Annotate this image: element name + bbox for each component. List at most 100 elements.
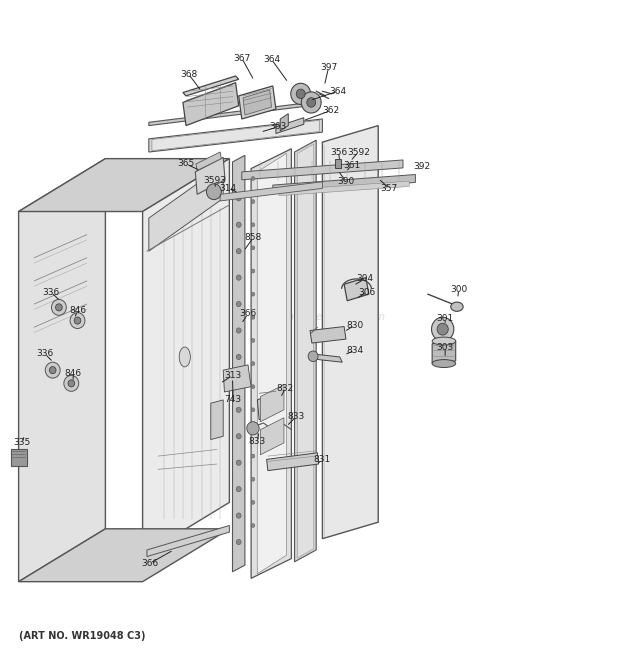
Polygon shape xyxy=(195,157,225,194)
Text: 364: 364 xyxy=(263,55,280,64)
Polygon shape xyxy=(257,391,280,420)
Circle shape xyxy=(236,354,241,360)
Circle shape xyxy=(251,408,255,412)
Circle shape xyxy=(251,200,255,204)
Circle shape xyxy=(236,434,241,439)
Polygon shape xyxy=(149,119,322,152)
Polygon shape xyxy=(149,165,223,251)
Circle shape xyxy=(236,486,241,492)
Text: eReplacementParts.com: eReplacementParts.com xyxy=(259,312,386,323)
Polygon shape xyxy=(232,155,245,572)
Polygon shape xyxy=(220,182,322,201)
Text: 304: 304 xyxy=(356,274,373,284)
Circle shape xyxy=(301,92,321,113)
Text: 306: 306 xyxy=(358,288,376,297)
Text: 397: 397 xyxy=(320,63,337,72)
Circle shape xyxy=(437,323,448,335)
Polygon shape xyxy=(257,153,286,574)
Text: 833: 833 xyxy=(288,412,305,421)
Circle shape xyxy=(236,275,241,280)
Circle shape xyxy=(251,477,255,481)
Text: 830: 830 xyxy=(346,321,363,330)
Circle shape xyxy=(236,513,241,518)
Text: 366: 366 xyxy=(141,559,159,568)
Text: 364: 364 xyxy=(329,87,347,96)
Polygon shape xyxy=(294,140,316,562)
Text: 300: 300 xyxy=(450,285,467,294)
Polygon shape xyxy=(344,278,369,301)
Polygon shape xyxy=(322,126,378,539)
Text: 392: 392 xyxy=(413,162,430,171)
Circle shape xyxy=(64,375,79,391)
Circle shape xyxy=(251,385,255,389)
Bar xyxy=(335,159,341,168)
Text: 834: 834 xyxy=(346,346,363,355)
Text: 831: 831 xyxy=(314,455,331,464)
Bar xyxy=(11,449,27,466)
Ellipse shape xyxy=(451,302,463,311)
Polygon shape xyxy=(183,76,239,96)
Ellipse shape xyxy=(179,347,190,367)
Polygon shape xyxy=(243,90,272,115)
Polygon shape xyxy=(196,152,221,171)
Polygon shape xyxy=(298,144,314,558)
Circle shape xyxy=(251,500,255,504)
Circle shape xyxy=(251,454,255,458)
Text: 357: 357 xyxy=(381,184,398,193)
Polygon shape xyxy=(143,159,229,555)
Polygon shape xyxy=(242,160,403,180)
Circle shape xyxy=(50,367,56,373)
Circle shape xyxy=(236,381,241,386)
Circle shape xyxy=(51,299,66,315)
Circle shape xyxy=(236,301,241,307)
Circle shape xyxy=(291,83,311,104)
Circle shape xyxy=(296,89,305,98)
Circle shape xyxy=(70,313,85,329)
Text: 368: 368 xyxy=(180,69,197,79)
Circle shape xyxy=(251,431,255,435)
Ellipse shape xyxy=(432,360,456,368)
Text: 314: 314 xyxy=(219,184,237,193)
Text: 336: 336 xyxy=(36,349,53,358)
Text: 3593: 3593 xyxy=(203,176,226,185)
Text: 366: 366 xyxy=(239,309,257,319)
Circle shape xyxy=(236,539,241,545)
Polygon shape xyxy=(19,159,105,582)
Circle shape xyxy=(206,184,221,200)
Circle shape xyxy=(236,249,241,254)
Circle shape xyxy=(432,317,454,341)
Text: 335: 335 xyxy=(13,438,30,447)
Text: 3592: 3592 xyxy=(347,147,370,157)
Circle shape xyxy=(236,407,241,412)
Text: 858: 858 xyxy=(244,233,262,243)
Circle shape xyxy=(251,315,255,319)
Circle shape xyxy=(236,460,241,465)
Text: 846: 846 xyxy=(64,369,82,378)
Circle shape xyxy=(251,292,255,296)
Circle shape xyxy=(251,362,255,366)
Circle shape xyxy=(236,328,241,333)
Polygon shape xyxy=(280,114,288,131)
Polygon shape xyxy=(279,181,409,196)
Polygon shape xyxy=(152,120,319,151)
Polygon shape xyxy=(310,327,346,343)
Text: 336: 336 xyxy=(42,288,60,297)
Circle shape xyxy=(236,222,241,227)
Polygon shape xyxy=(267,453,319,471)
Polygon shape xyxy=(183,83,239,126)
Text: 365: 365 xyxy=(177,159,195,169)
Text: 362: 362 xyxy=(322,106,340,115)
Ellipse shape xyxy=(432,337,456,345)
Circle shape xyxy=(308,351,318,362)
Circle shape xyxy=(247,422,259,435)
Text: 301: 301 xyxy=(436,314,454,323)
Circle shape xyxy=(251,269,255,273)
Circle shape xyxy=(251,338,255,342)
Text: 833: 833 xyxy=(249,437,266,446)
Text: 363: 363 xyxy=(269,122,286,132)
Text: 303: 303 xyxy=(436,342,454,352)
Text: 846: 846 xyxy=(69,306,86,315)
Text: 361: 361 xyxy=(343,161,360,170)
Polygon shape xyxy=(276,118,304,134)
Circle shape xyxy=(45,362,60,378)
